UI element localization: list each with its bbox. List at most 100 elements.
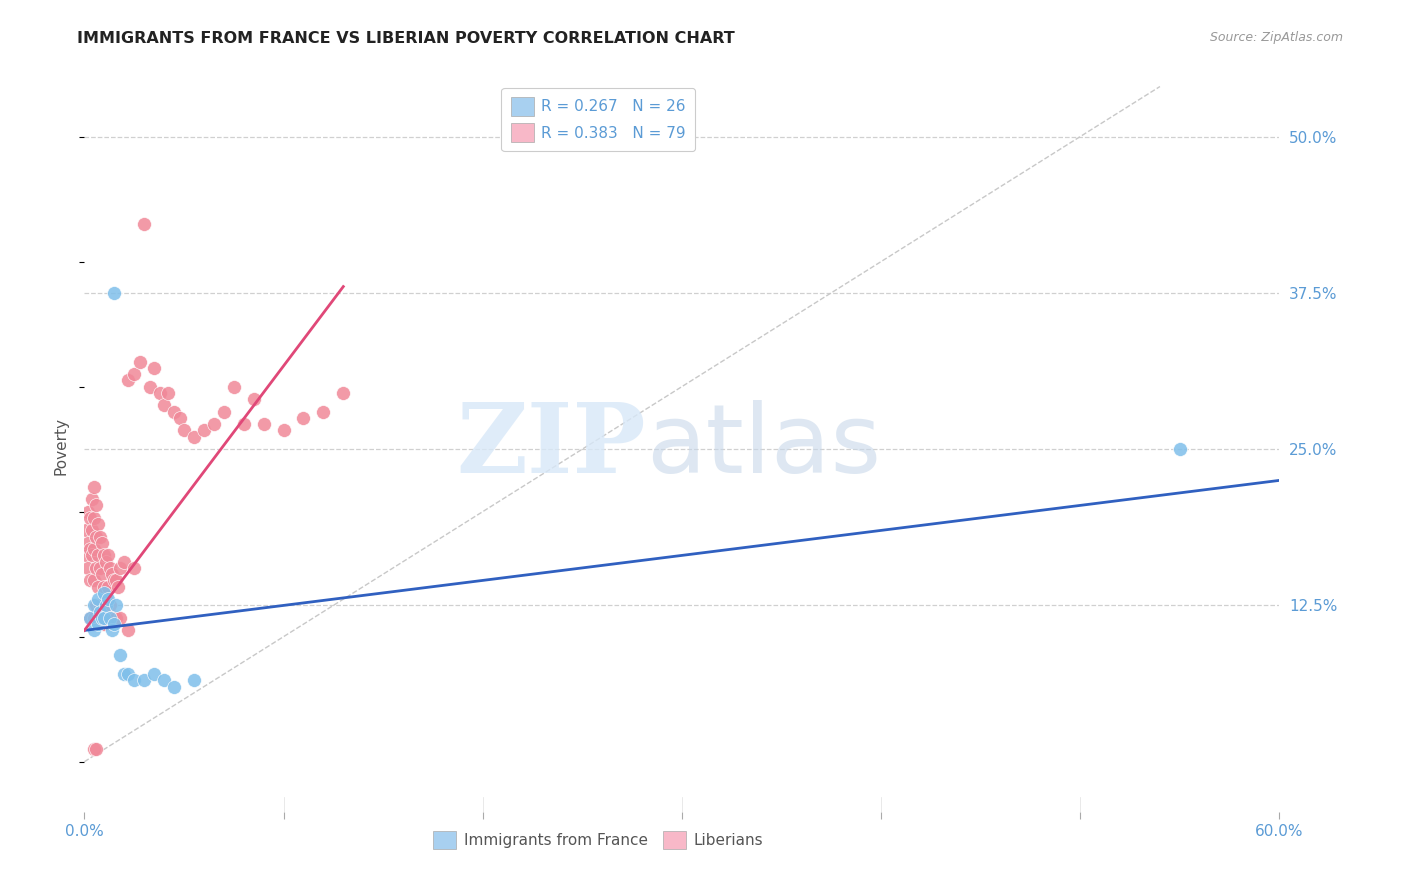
Point	[83, 542, 105, 557]
Point	[149, 385, 172, 400]
Point	[103, 574, 125, 588]
Point	[97, 611, 120, 625]
Point	[117, 667, 139, 681]
Point	[93, 617, 115, 632]
Point	[139, 379, 162, 393]
Point	[253, 417, 276, 431]
Point	[96, 599, 118, 613]
Text: IMMIGRANTS FROM FRANCE VS LIBERIAN POVERTY CORRELATION CHART: IMMIGRANTS FROM FRANCE VS LIBERIAN POVER…	[77, 31, 735, 46]
Point	[83, 742, 105, 756]
Y-axis label: Poverty: Poverty	[53, 417, 69, 475]
Point	[82, 549, 104, 563]
Point	[87, 580, 110, 594]
Point	[97, 549, 120, 563]
Point	[93, 549, 115, 563]
Point	[77, 505, 100, 519]
Point	[83, 480, 105, 494]
Point	[105, 574, 128, 588]
Point	[273, 423, 295, 437]
Point	[232, 417, 254, 431]
Point	[101, 567, 124, 582]
Point	[89, 530, 111, 544]
Point	[110, 561, 132, 575]
Point	[98, 561, 121, 575]
Point	[75, 549, 97, 563]
Point	[86, 742, 108, 756]
Point	[132, 673, 156, 688]
Point	[91, 611, 114, 625]
Legend: Immigrants from France, Liberians: Immigrants from France, Liberians	[427, 824, 769, 855]
Point	[103, 611, 125, 625]
Text: atlas: atlas	[647, 400, 882, 492]
Point	[82, 524, 104, 538]
Point	[83, 624, 105, 638]
Point	[173, 423, 195, 437]
Point	[332, 385, 354, 400]
Point	[117, 373, 139, 387]
Point	[163, 404, 186, 418]
Point	[89, 605, 111, 619]
Point	[107, 580, 129, 594]
Point	[83, 511, 105, 525]
Point	[193, 423, 215, 437]
Point	[93, 586, 115, 600]
Point	[82, 492, 104, 507]
Point	[91, 536, 114, 550]
Point	[79, 611, 101, 625]
Point	[153, 673, 176, 688]
Point	[89, 561, 111, 575]
Point	[89, 599, 111, 613]
Point	[98, 611, 121, 625]
Point	[87, 517, 110, 532]
Point	[202, 417, 225, 431]
Point	[86, 499, 108, 513]
Point	[75, 524, 97, 538]
Point	[105, 599, 128, 613]
Point	[79, 611, 101, 625]
Point	[312, 404, 335, 418]
Point	[97, 580, 120, 594]
Point	[183, 429, 205, 443]
Point	[169, 410, 191, 425]
Point	[96, 592, 118, 607]
Point	[242, 392, 264, 406]
Point	[77, 561, 100, 575]
Text: ZIP: ZIP	[457, 399, 647, 493]
Point	[122, 561, 145, 575]
Point	[101, 611, 124, 625]
Point	[117, 624, 139, 638]
Point	[153, 398, 176, 412]
Point	[87, 617, 110, 632]
Point	[79, 542, 101, 557]
Point	[292, 410, 315, 425]
Point	[93, 580, 115, 594]
Point	[96, 555, 118, 569]
Point	[87, 549, 110, 563]
Point	[86, 561, 108, 575]
Text: Source: ZipAtlas.com: Source: ZipAtlas.com	[1209, 31, 1343, 45]
Point	[91, 567, 114, 582]
Point	[98, 599, 121, 613]
Point	[222, 379, 245, 393]
Point	[110, 648, 132, 663]
Point	[83, 611, 105, 625]
Point	[212, 404, 235, 418]
Point	[79, 511, 101, 525]
Point	[143, 667, 166, 681]
Point	[183, 673, 205, 688]
Point	[93, 611, 115, 625]
Point	[83, 599, 105, 613]
Point	[163, 680, 186, 694]
Point	[122, 367, 145, 381]
Point	[110, 611, 132, 625]
Point	[105, 611, 128, 625]
Point	[86, 530, 108, 544]
Point	[87, 611, 110, 625]
Point	[87, 592, 110, 607]
Point	[112, 667, 135, 681]
Point	[122, 673, 145, 688]
Point	[1168, 442, 1191, 457]
Point	[129, 354, 152, 368]
Point	[83, 574, 105, 588]
Point	[103, 285, 125, 300]
